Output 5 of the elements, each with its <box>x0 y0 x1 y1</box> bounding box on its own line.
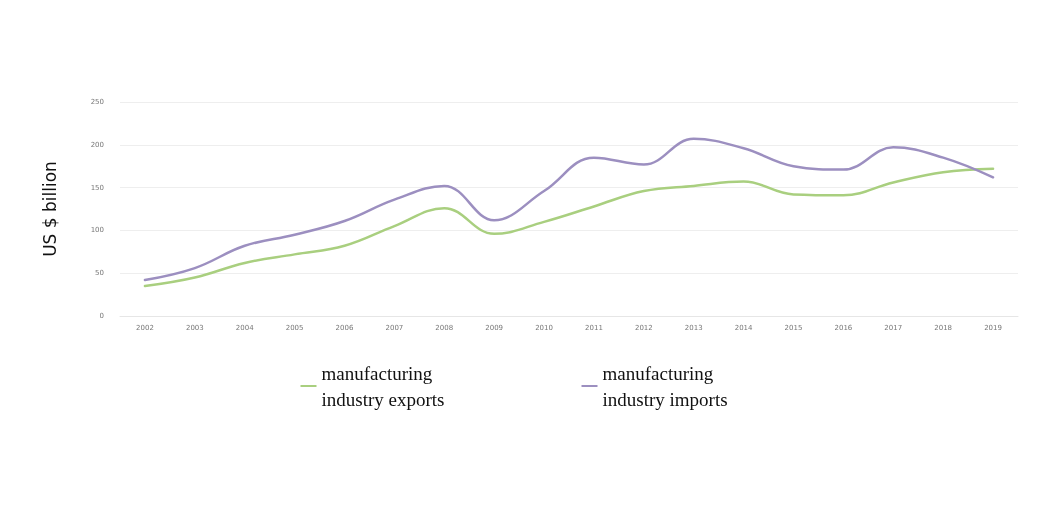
legend-label: manufacturing industry exports <box>321 362 445 410</box>
y-axis-title: US $ billion <box>39 161 60 257</box>
legend-label: manufacturing industry imports <box>602 362 728 410</box>
line-series <box>143 167 995 288</box>
line-series <box>143 137 995 282</box>
